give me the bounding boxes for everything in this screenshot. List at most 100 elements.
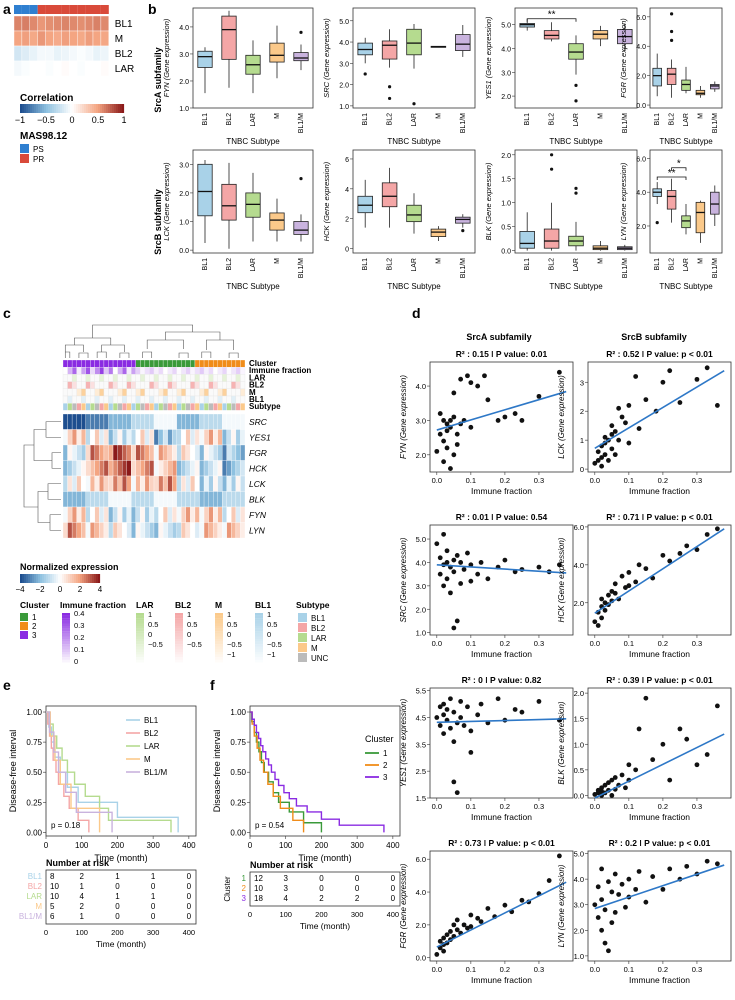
annotation-cell <box>149 381 155 389</box>
heatmap-cell <box>208 444 214 461</box>
heatmap-cell <box>217 491 223 508</box>
scatter-point <box>465 704 470 710</box>
colorbar-segment <box>136 654 144 658</box>
scatter-point <box>612 775 618 780</box>
annotation-cell <box>185 359 191 368</box>
annotation-cell <box>240 395 246 404</box>
heatmap-cell <box>103 522 109 539</box>
box-bl1 <box>652 67 662 87</box>
annotation-cell <box>140 374 146 382</box>
y-tick-label: 1.00 <box>230 708 246 717</box>
plot-frame <box>587 524 732 636</box>
scatter-point <box>519 418 525 423</box>
y-tick-label: 0.0 <box>574 791 584 800</box>
x-tick-label: BL1/M <box>460 113 467 133</box>
y-tick-label: 0.25 <box>26 798 42 807</box>
heatmap-cell <box>99 460 105 477</box>
x-tick-label: 100 <box>75 841 89 850</box>
risk-cell: 2 <box>79 902 84 911</box>
heatmap-cell <box>117 522 123 539</box>
scatter-point <box>512 707 518 712</box>
annotation-label: BL2 <box>249 381 265 390</box>
colorbar-tick: 0.4 <box>74 609 84 618</box>
scatter-point <box>623 420 628 426</box>
annotation-cell <box>81 359 86 368</box>
scatter-point <box>704 532 710 537</box>
heatmap-cell <box>140 522 146 539</box>
heatmap-cell <box>122 506 127 523</box>
scatter-point <box>714 703 720 709</box>
scatter-point <box>619 414 625 420</box>
significance-stars: ** <box>548 10 556 21</box>
annotation-cell <box>181 381 187 389</box>
scatter-point <box>468 380 474 386</box>
legend-swatch <box>20 144 29 153</box>
y-tick-label: 4.0 <box>179 25 189 32</box>
heatmap-cell <box>181 522 187 539</box>
scatter-point <box>444 707 450 712</box>
annotation-cell <box>240 359 246 368</box>
panel-letter-f: f <box>210 677 215 693</box>
annotation-cell <box>149 395 155 404</box>
heatmap-cell <box>108 475 114 492</box>
heatmap-cell <box>153 491 159 508</box>
legend-swatch <box>298 643 307 652</box>
scatter-point <box>595 915 601 920</box>
annotation-cell <box>81 403 86 411</box>
dendrogram-branch <box>201 351 212 358</box>
annotation-cell <box>117 381 123 389</box>
colorbar-segment <box>215 659 223 663</box>
dendrogram-branch <box>33 429 52 461</box>
legend-title: LAR <box>136 600 153 610</box>
annotation-cell <box>181 388 187 397</box>
scatter-point <box>606 458 611 463</box>
risk-cell: 0 <box>187 902 192 911</box>
outlier-point <box>670 12 674 16</box>
heatmap-cell <box>112 491 118 508</box>
colorbar-segment <box>62 633 70 637</box>
dendrogram-branch <box>119 352 130 358</box>
scatter-point <box>633 767 639 773</box>
regression-line <box>594 864 725 910</box>
colorbar-tick: 0 <box>187 630 191 639</box>
scatter-point <box>468 578 474 584</box>
heatmap-cell <box>135 491 141 508</box>
scatter-point <box>599 785 605 791</box>
y-tick-label: 1.5 <box>501 177 511 184</box>
annotation-cell <box>135 359 141 368</box>
annotation-cell <box>226 367 232 375</box>
annotation-cell <box>167 403 173 411</box>
heatmap-cell <box>140 460 146 477</box>
heatmap-cell <box>117 475 123 492</box>
heatmap-cell <box>76 15 86 32</box>
heatmap-cell <box>62 444 68 461</box>
heatmap-cell <box>162 506 168 523</box>
annotation-cell <box>85 367 91 375</box>
scatter-point <box>502 902 508 908</box>
scatter-point <box>616 405 622 411</box>
x-tick-label: M <box>274 258 281 264</box>
colorbar-segment <box>255 641 263 645</box>
scatter-point <box>633 374 639 379</box>
significance-bracket <box>526 18 577 22</box>
colorbar-segment <box>62 104 65 113</box>
scatter-point <box>616 892 622 897</box>
scatter-point <box>667 558 673 564</box>
colorbar-segment <box>58 104 61 113</box>
legend-swatch <box>20 154 29 163</box>
colorbar-tick: 0 <box>58 585 63 594</box>
annotation-cell <box>62 381 68 389</box>
p-value: p = 0.18 <box>51 821 81 830</box>
annotation-cell <box>76 395 82 404</box>
heatmap-cell <box>162 522 168 539</box>
annotation-cell <box>71 367 77 375</box>
annotation-cell <box>181 374 187 382</box>
colorbar-tick: 0.5 <box>267 620 277 629</box>
colorbar-segment <box>215 639 223 642</box>
scatter-point <box>441 459 447 465</box>
heatmap-cell <box>158 522 164 539</box>
scatter-point <box>454 927 460 933</box>
scatter-point <box>502 414 508 420</box>
colorbar-segment <box>60 574 63 583</box>
colorbar-segment <box>255 644 263 647</box>
